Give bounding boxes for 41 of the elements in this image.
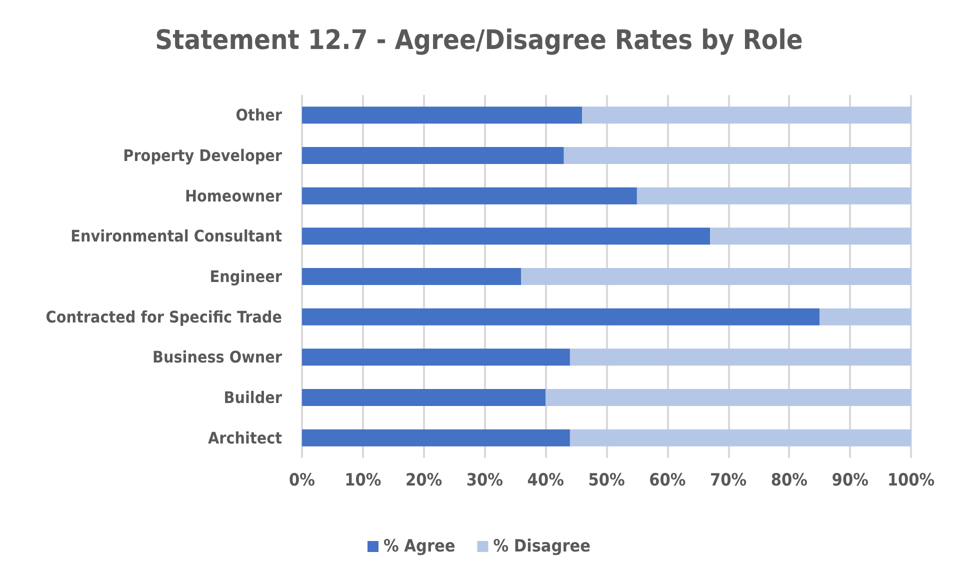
bar xyxy=(820,308,911,326)
bar xyxy=(582,106,911,124)
bar xyxy=(302,187,637,204)
bar xyxy=(302,268,522,285)
bar xyxy=(564,147,911,164)
bar xyxy=(710,228,911,245)
bar xyxy=(521,268,911,285)
x-tick-label: 70% xyxy=(710,470,747,490)
bar xyxy=(302,429,570,446)
y-tick-label: Engineer xyxy=(210,267,283,286)
y-tick-label: Other xyxy=(236,106,283,125)
bar xyxy=(570,348,911,366)
y-tick-label: Architect xyxy=(208,428,282,448)
y-tick-label: Contracted for Specific Trade xyxy=(46,307,282,326)
chart-title: Statement 12.7 - Agree/Disagree Rates by Role xyxy=(155,25,803,56)
x-tick-label: 20% xyxy=(405,470,442,490)
legend-label: % Disagree xyxy=(493,536,591,556)
x-tick-label: 30% xyxy=(466,470,504,490)
bar xyxy=(302,106,582,124)
x-tick-label: 10% xyxy=(344,470,382,490)
bar xyxy=(302,389,546,406)
x-tick-label: 80% xyxy=(770,470,808,490)
x-tick-label: 60% xyxy=(649,470,686,490)
y-tick-label: Environmental Consultant xyxy=(70,226,282,246)
y-tick-label: Homeowner xyxy=(184,186,283,206)
bar xyxy=(570,429,911,446)
bar xyxy=(546,389,911,406)
y-tick-label: Property Developer xyxy=(123,146,283,165)
x-tick-label: 0% xyxy=(289,470,315,490)
legend-label: % Agree xyxy=(384,536,456,556)
bar xyxy=(636,187,911,204)
bar xyxy=(302,308,820,326)
y-tick-label: Business Owner xyxy=(152,348,283,367)
x-tick-label: 90% xyxy=(832,470,868,490)
y-tick-label: Builder xyxy=(224,388,283,407)
x-tick-label: 40% xyxy=(527,470,564,490)
bar xyxy=(302,348,570,366)
bar xyxy=(302,228,710,245)
x-tick-label: 50% xyxy=(588,470,625,490)
bar xyxy=(302,147,564,164)
x-tick-label: 100% xyxy=(887,470,935,490)
